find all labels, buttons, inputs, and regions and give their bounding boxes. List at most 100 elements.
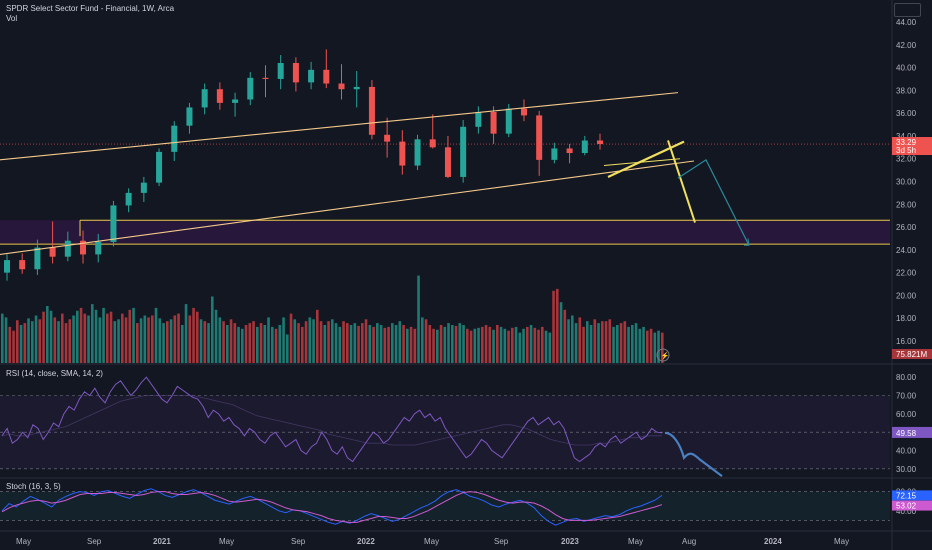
volume-bar — [87, 315, 90, 363]
volume-bar — [57, 321, 60, 363]
candle-body — [292, 63, 299, 83]
volume-bar — [424, 319, 428, 363]
price-tick-label: 34.00 — [896, 132, 917, 141]
volume-bar — [537, 329, 540, 363]
volume-bar — [368, 325, 372, 363]
volume-bar — [286, 334, 289, 363]
volume-bar — [226, 325, 229, 363]
volume-bar — [492, 329, 495, 363]
candle-body — [368, 86, 375, 135]
chart-title: SPDR Select Sector Fund - Financial, 1W,… — [6, 4, 175, 13]
volume-bar — [604, 321, 608, 363]
volume-bar — [8, 326, 12, 363]
candle-body — [399, 141, 406, 166]
volume-bar — [203, 321, 207, 363]
volume-bar — [222, 321, 225, 363]
price-tick-label: 40.00 — [896, 64, 917, 73]
volume-bar — [151, 315, 154, 363]
volume-bar — [143, 315, 147, 363]
volume-bar — [237, 326, 240, 363]
volume-bar — [188, 315, 192, 363]
volume-bar — [439, 325, 443, 363]
candle-body — [414, 139, 421, 166]
volume-bar — [417, 275, 420, 363]
volume-bar — [128, 309, 132, 363]
volume-bar — [263, 325, 267, 363]
volume-bar — [346, 323, 349, 363]
volume-bar — [454, 325, 458, 363]
candle-body — [216, 89, 223, 103]
volume-bar — [177, 313, 180, 363]
price-tick-label: 42.00 — [896, 41, 917, 50]
candle-body — [551, 148, 558, 160]
volume-bar — [293, 319, 297, 363]
volume-bar — [64, 323, 68, 363]
time-axis-label: May — [628, 537, 643, 546]
volume-bar — [514, 326, 518, 363]
price-tick-label: 22.00 — [896, 269, 917, 278]
volume-bar — [102, 307, 105, 363]
volume-bar — [488, 326, 492, 363]
volume-bar — [533, 327, 537, 363]
candle-body — [520, 108, 527, 116]
volume-bar — [173, 315, 177, 363]
volume-bar — [364, 319, 368, 363]
candle-body — [460, 126, 467, 177]
volume-bar — [304, 321, 308, 363]
volume-bar — [316, 309, 319, 363]
volume-bar — [646, 330, 649, 363]
stoch-band — [0, 491, 890, 521]
time-axis-label: May — [424, 537, 439, 546]
volume-bar — [271, 326, 274, 363]
volume-bar — [42, 311, 45, 363]
volume-bar — [136, 323, 139, 363]
candle-body — [566, 148, 573, 154]
volume-bar — [256, 326, 259, 363]
layout-toggle-button[interactable] — [894, 3, 921, 17]
candle-body — [49, 247, 56, 257]
volume-bar — [597, 323, 600, 363]
volume-bar — [76, 310, 79, 363]
volume-bar — [162, 323, 165, 363]
volume-bar — [211, 296, 214, 363]
stoch-label: Stoch (16, 3, 5) — [6, 482, 61, 491]
volume-bar — [1, 313, 4, 363]
candle-body — [353, 86, 360, 90]
volume-bar — [518, 332, 522, 363]
volume-bar — [496, 325, 499, 363]
volume-bar — [578, 317, 582, 363]
volume-bar — [19, 325, 23, 363]
candle-body — [444, 147, 451, 177]
candle-body — [80, 240, 87, 255]
volume-bar — [552, 290, 555, 363]
volume-bar — [282, 317, 285, 363]
volume-bar — [267, 317, 270, 363]
volume-bar — [312, 319, 315, 363]
last-price-value: 33.29 — [896, 138, 917, 147]
event-marker-glyph: ⚡ — [661, 351, 670, 360]
rsi-badge — [892, 426, 932, 438]
candle-body — [262, 77, 269, 79]
time-axis-label: May — [219, 537, 234, 546]
volume-bar — [34, 315, 38, 363]
volume-bar — [379, 325, 383, 363]
candle-body — [64, 240, 71, 257]
volume-bar — [132, 307, 135, 363]
volume-bar — [12, 330, 15, 363]
time-axis-label: May — [834, 537, 849, 546]
volume-bar — [428, 325, 432, 363]
volume-bar — [192, 307, 195, 363]
volume-bar — [233, 323, 237, 363]
volume-bar — [567, 319, 570, 363]
volume-bar — [4, 317, 8, 363]
candle-body — [277, 63, 284, 79]
volume-bar — [94, 309, 98, 363]
volume-bar — [338, 326, 342, 363]
volume-bar — [121, 313, 124, 363]
price-tick-label: 38.00 — [896, 86, 917, 95]
volume-bar — [574, 323, 578, 363]
price-tick-label: 36.00 — [896, 109, 917, 118]
time-axis-label: 2022 — [357, 537, 375, 546]
candle-body — [323, 69, 330, 84]
